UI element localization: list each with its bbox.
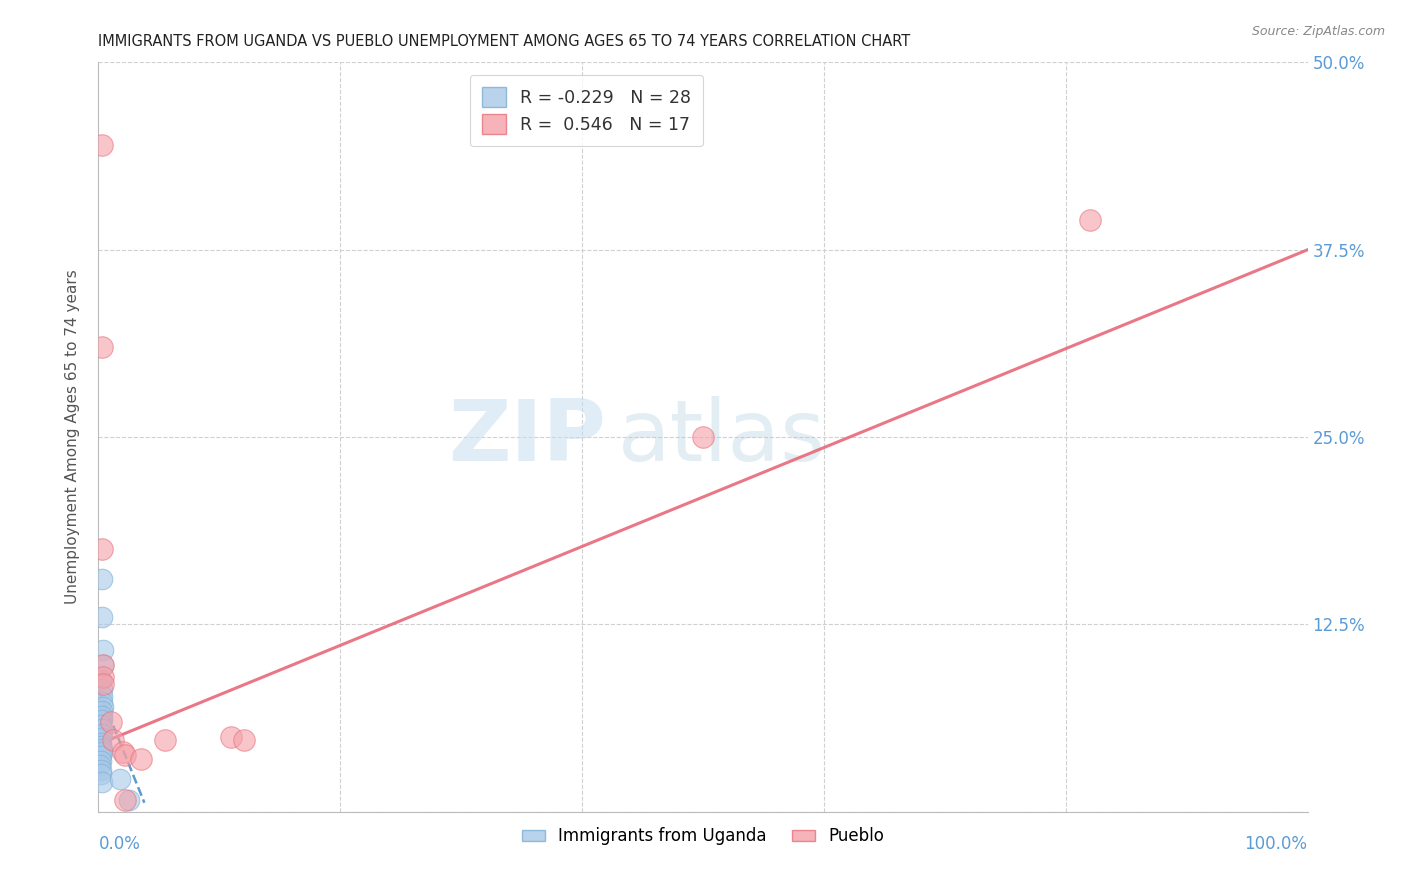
Point [114, 793, 136, 807]
Point [90, 754, 112, 768]
Point [221, 730, 243, 744]
Point [1078, 212, 1101, 227]
Point [90, 767, 112, 781]
Point [91, 695, 114, 709]
Point [692, 430, 714, 444]
Point [90, 739, 112, 753]
Point [91, 699, 114, 714]
Point [91, 542, 114, 557]
Point [91, 714, 114, 728]
Point [91, 774, 114, 789]
Point [100, 714, 122, 729]
Point [101, 732, 124, 747]
Point [91, 573, 114, 587]
Point [90, 763, 112, 777]
Point [91, 745, 114, 759]
Point [232, 732, 254, 747]
Text: IMMIGRANTS FROM UGANDA VS PUEBLO UNEMPLOYMENT AMONG AGES 65 TO 74 YEARS CORRELAT: IMMIGRANTS FROM UGANDA VS PUEBLO UNEMPLO… [98, 34, 911, 49]
Point [118, 793, 141, 807]
Point [91, 657, 114, 672]
Point [91, 741, 114, 756]
Point [91, 677, 114, 691]
Point [108, 772, 131, 786]
Text: Source: ZipAtlas.com: Source: ZipAtlas.com [1251, 25, 1385, 38]
Point [111, 745, 134, 759]
Legend: Immigrants from Uganda, Pueblo: Immigrants from Uganda, Pueblo [515, 821, 891, 852]
Point [91, 670, 114, 684]
Point [91, 681, 114, 696]
Point [90, 731, 112, 746]
Point [91, 690, 114, 704]
Text: 100.0%: 100.0% [1244, 835, 1308, 853]
Point [91, 708, 114, 723]
Point [90, 736, 112, 750]
Point [91, 643, 114, 657]
Point [91, 723, 114, 737]
Point [90, 749, 112, 764]
Point [90, 718, 112, 732]
Y-axis label: Unemployment Among Ages 65 to 74 years: Unemployment Among Ages 65 to 74 years [65, 269, 80, 605]
Point [91, 727, 114, 741]
Text: 0.0%: 0.0% [98, 835, 141, 853]
Point [89, 758, 111, 772]
Text: ZIP: ZIP [449, 395, 606, 479]
Point [91, 657, 114, 672]
Point [114, 747, 136, 762]
Point [90, 673, 112, 687]
Point [91, 340, 114, 354]
Text: atlas: atlas [619, 395, 827, 479]
Point [153, 732, 176, 747]
Point [91, 704, 114, 718]
Point [91, 610, 114, 624]
Point [91, 137, 114, 152]
Point [129, 752, 152, 766]
